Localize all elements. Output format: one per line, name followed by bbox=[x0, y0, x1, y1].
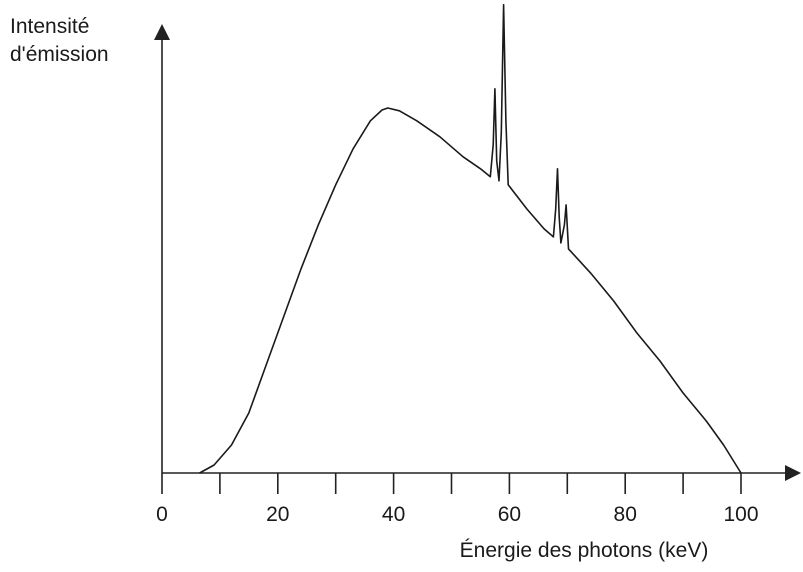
x-axis-title: Énergie des photons (keV) bbox=[460, 539, 709, 562]
x-axis-ticks bbox=[161, 473, 742, 494]
x-tick-label-0: 0 bbox=[156, 503, 168, 526]
x-tick-label-100: 100 bbox=[723, 503, 758, 526]
x-axis-tick-labels: 0 20 40 60 80 100 bbox=[156, 503, 758, 526]
spectrum-line bbox=[199, 3, 742, 474]
x-tick-label-80: 80 bbox=[614, 503, 637, 526]
x-tick-label-60: 60 bbox=[498, 503, 521, 526]
x-tick-label-20: 20 bbox=[266, 503, 289, 526]
x-tick-label-40: 40 bbox=[382, 503, 405, 526]
y-axis-title-line-1: Intensité bbox=[10, 15, 89, 38]
y-axis-title-line-2: d'émission bbox=[10, 43, 109, 66]
